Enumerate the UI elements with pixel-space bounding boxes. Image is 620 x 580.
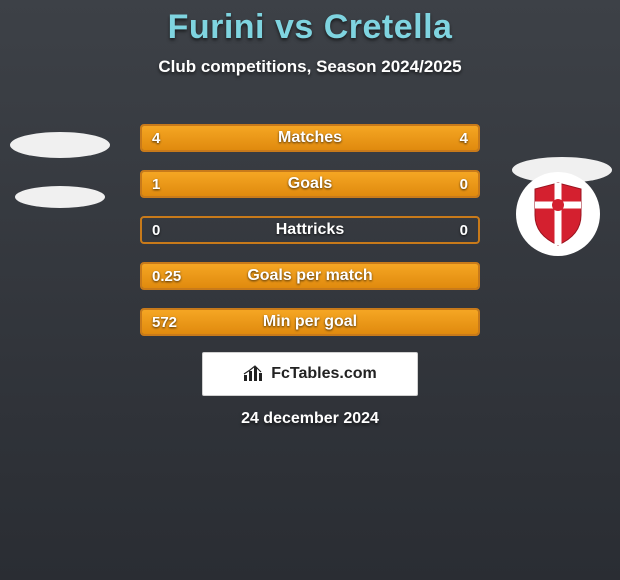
stat-label: Min per goal	[142, 310, 478, 334]
club-shield-badge	[516, 172, 600, 256]
stat-value-right: 4	[460, 126, 468, 150]
shield-icon	[531, 181, 585, 247]
stat-label: Goals	[142, 172, 478, 196]
attribution-box[interactable]: FcTables.com	[202, 352, 418, 396]
stat-row-goals-per-match: 0.25 Goals per match	[140, 262, 480, 290]
placeholder-ellipse-icon	[10, 132, 110, 158]
stat-label: Matches	[142, 126, 478, 150]
stat-value-right: 0	[460, 172, 468, 196]
stat-row-hattricks: 0 Hattricks 0	[140, 216, 480, 244]
content-root: Furini vs Cretella Club competitions, Se…	[0, 0, 620, 580]
stat-label: Goals per match	[142, 264, 478, 288]
stat-row-goals: 1 Goals 0	[140, 170, 480, 198]
placeholder-ellipse-icon	[15, 186, 105, 208]
player-left-badge	[10, 120, 110, 220]
stat-row-matches: 4 Matches 4	[140, 124, 480, 152]
stat-value-right: 0	[460, 218, 468, 242]
stat-row-min-per-goal: 572 Min per goal	[140, 308, 480, 336]
bar-chart-icon	[243, 365, 265, 383]
page-title: Furini vs Cretella	[0, 0, 620, 47]
stats-container: 4 Matches 4 1 Goals 0 0 Hattricks 0 0.25…	[140, 124, 480, 354]
date-label: 24 december 2024	[0, 410, 620, 428]
subtitle: Club competitions, Season 2024/2025	[0, 57, 620, 77]
attribution-label: FcTables.com	[271, 365, 377, 383]
stat-label: Hattricks	[142, 218, 478, 242]
